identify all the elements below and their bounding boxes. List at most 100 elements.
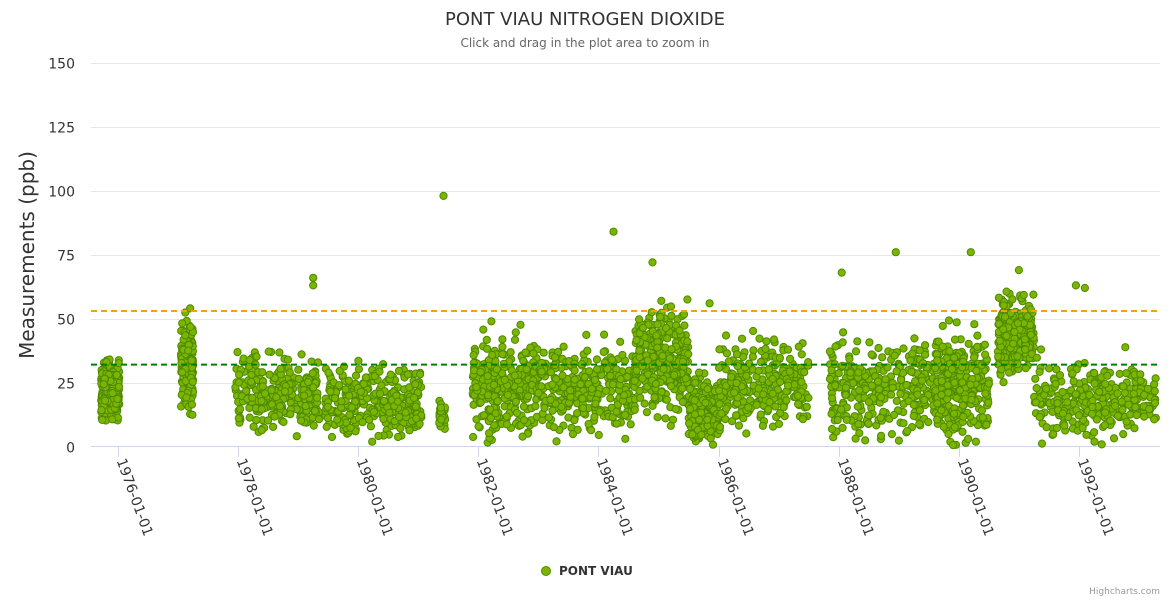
data-point[interactable]: [1013, 319, 1023, 328]
data-point[interactable]: [322, 422, 331, 431]
data-point[interactable]: [656, 312, 665, 322]
data-point[interactable]: [275, 402, 284, 411]
data-point[interactable]: [537, 367, 546, 376]
data-point[interactable]: [1042, 384, 1051, 393]
data-point[interactable]: [359, 379, 368, 389]
data-point[interactable]: [995, 336, 1004, 345]
data-point[interactable]: [973, 342, 982, 351]
data-point[interactable]: [1053, 399, 1062, 408]
data-point[interactable]: [938, 342, 947, 351]
data-point[interactable]: [479, 411, 488, 420]
data-point[interactable]: [1026, 330, 1036, 339]
data-point[interactable]: [804, 393, 813, 402]
data-point[interactable]: [248, 393, 257, 402]
data-point[interactable]: [502, 420, 511, 429]
data-point[interactable]: [469, 351, 478, 360]
data-point[interactable]: [825, 347, 835, 356]
data-point[interactable]: [908, 349, 917, 358]
data-point[interactable]: [258, 382, 267, 391]
data-point[interactable]: [591, 399, 600, 408]
data-point[interactable]: [592, 355, 602, 364]
data-point[interactable]: [878, 353, 887, 362]
data-point[interactable]: [1042, 423, 1051, 432]
data-point[interactable]: [519, 402, 529, 411]
data-point[interactable]: [623, 372, 632, 381]
data-point[interactable]: [1088, 402, 1097, 412]
data-point[interactable]: [578, 394, 587, 403]
data-point[interactable]: [341, 385, 350, 394]
data-point[interactable]: [715, 345, 724, 354]
data-point[interactable]: [98, 415, 107, 424]
data-point[interactable]: [539, 348, 548, 357]
data-point[interactable]: [309, 273, 318, 282]
data-point[interactable]: [737, 334, 747, 343]
data-point[interactable]: [252, 352, 261, 361]
data-point[interactable]: [275, 348, 284, 357]
data-point[interactable]: [416, 370, 425, 379]
data-point[interactable]: [635, 386, 644, 395]
data-point[interactable]: [1031, 374, 1040, 383]
data-point[interactable]: [764, 405, 773, 414]
data-point[interactable]: [297, 350, 306, 359]
data-point[interactable]: [286, 410, 295, 419]
data-point[interactable]: [686, 405, 695, 414]
data-point[interactable]: [1035, 412, 1044, 422]
data-point[interactable]: [558, 371, 567, 380]
data-point[interactable]: [1045, 364, 1054, 373]
data-point[interactable]: [607, 355, 617, 364]
data-point[interactable]: [867, 350, 876, 359]
data-point[interactable]: [667, 382, 676, 391]
data-point[interactable]: [249, 422, 258, 431]
data-point[interactable]: [874, 343, 883, 353]
data-point[interactable]: [889, 410, 899, 420]
data-point[interactable]: [647, 308, 656, 317]
data-point[interactable]: [1131, 403, 1140, 412]
data-point[interactable]: [933, 356, 942, 365]
data-point[interactable]: [909, 411, 918, 421]
data-point[interactable]: [520, 416, 529, 425]
data-point[interactable]: [393, 397, 402, 406]
data-point[interactable]: [920, 395, 929, 404]
data-point[interactable]: [285, 368, 294, 377]
data-point[interactable]: [1136, 376, 1145, 385]
data-point[interactable]: [1082, 430, 1091, 439]
data-point[interactable]: [721, 331, 731, 340]
data-point[interactable]: [658, 351, 667, 360]
data-point[interactable]: [891, 248, 900, 257]
data-point[interactable]: [1129, 389, 1138, 398]
data-point[interactable]: [949, 441, 958, 450]
data-point[interactable]: [955, 386, 965, 395]
data-point[interactable]: [651, 379, 661, 388]
data-point[interactable]: [903, 426, 912, 436]
data-point[interactable]: [187, 400, 197, 409]
data-point[interactable]: [638, 323, 648, 332]
data-point[interactable]: [997, 365, 1006, 374]
data-point[interactable]: [493, 397, 502, 406]
data-point[interactable]: [973, 331, 982, 340]
data-point[interactable]: [568, 430, 578, 439]
data-point[interactable]: [977, 406, 987, 415]
data-point[interactable]: [653, 343, 662, 352]
data-point[interactable]: [618, 350, 627, 360]
data-point[interactable]: [949, 409, 959, 418]
data-point[interactable]: [600, 330, 609, 339]
data-point[interactable]: [662, 395, 672, 404]
data-point[interactable]: [234, 378, 243, 387]
data-point[interactable]: [733, 361, 742, 371]
data-point[interactable]: [369, 407, 378, 416]
data-point[interactable]: [379, 396, 389, 406]
data-point[interactable]: [1150, 415, 1159, 424]
data-point[interactable]: [697, 430, 706, 439]
data-point[interactable]: [1090, 437, 1099, 446]
data-point[interactable]: [774, 419, 784, 429]
data-point[interactable]: [896, 375, 906, 384]
data-point[interactable]: [745, 359, 754, 368]
data-point[interactable]: [479, 325, 488, 334]
data-point[interactable]: [1132, 411, 1141, 420]
data-point[interactable]: [583, 346, 592, 355]
data-point[interactable]: [97, 406, 106, 415]
data-point[interactable]: [999, 301, 1008, 310]
data-point[interactable]: [548, 380, 557, 389]
data-point[interactable]: [582, 330, 591, 339]
data-point[interactable]: [659, 364, 668, 374]
